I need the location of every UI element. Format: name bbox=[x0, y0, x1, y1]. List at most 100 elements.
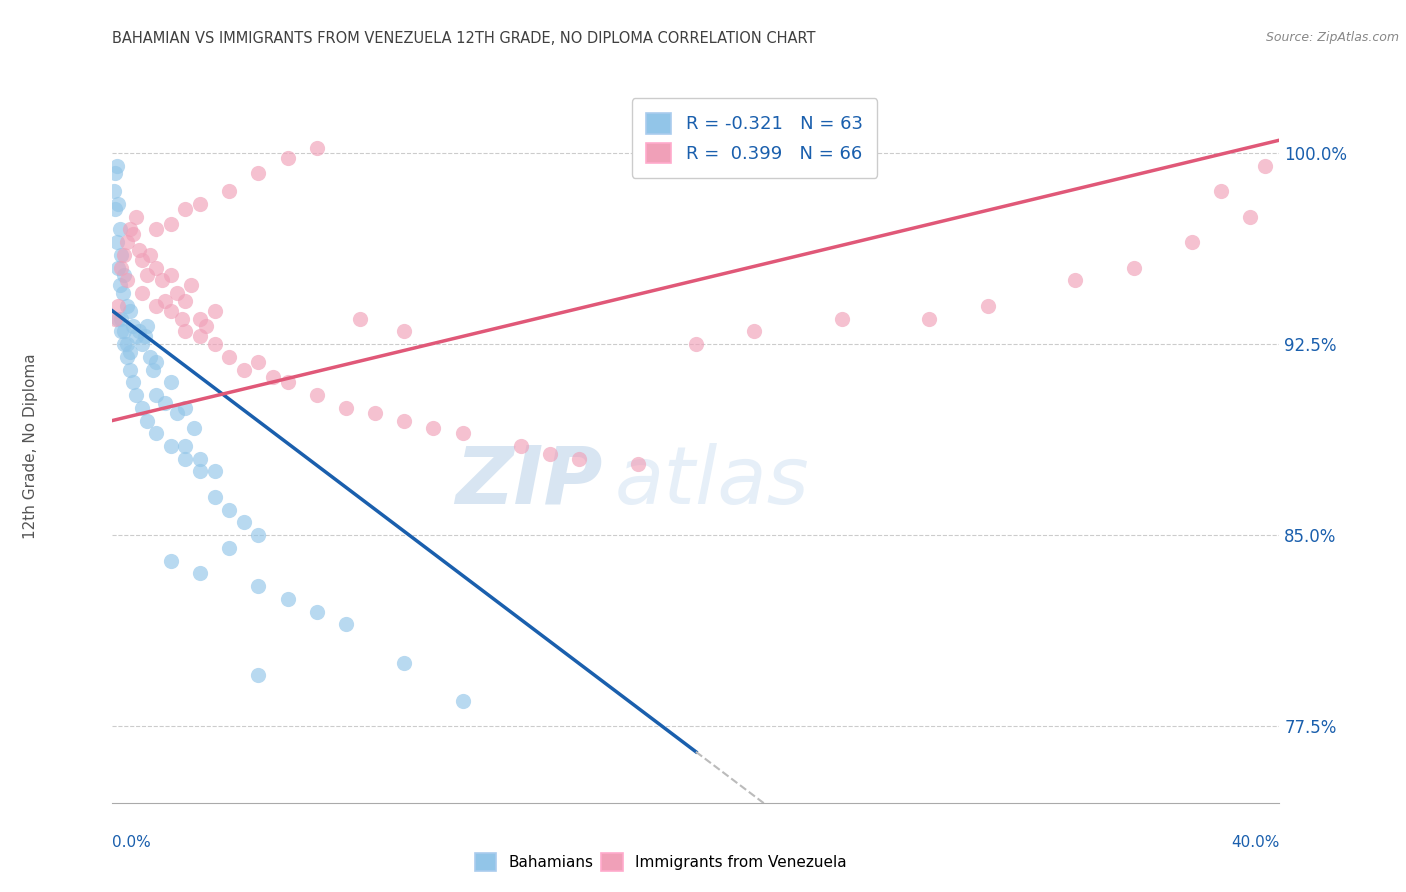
Point bbox=[115, 337, 138, 351]
Point bbox=[568, 451, 591, 466]
Point bbox=[276, 151, 298, 165]
Point bbox=[188, 566, 211, 581]
Point bbox=[110, 324, 132, 338]
Point bbox=[976, 299, 998, 313]
Point bbox=[136, 413, 159, 427]
Point bbox=[626, 457, 648, 471]
Point bbox=[125, 388, 148, 402]
Point bbox=[108, 222, 131, 236]
Point bbox=[108, 278, 131, 293]
Point bbox=[247, 355, 270, 369]
Point bbox=[139, 248, 162, 262]
Point bbox=[1064, 273, 1087, 287]
Point bbox=[392, 413, 416, 427]
Point bbox=[1209, 184, 1232, 198]
Point bbox=[128, 324, 150, 338]
Point bbox=[174, 451, 197, 466]
Point bbox=[422, 421, 444, 435]
Point bbox=[110, 248, 132, 262]
Point bbox=[160, 217, 183, 231]
Point bbox=[451, 694, 474, 708]
Point bbox=[122, 319, 145, 334]
Point bbox=[276, 591, 298, 606]
Point bbox=[174, 293, 197, 308]
Point bbox=[194, 319, 217, 334]
Point bbox=[1239, 210, 1261, 224]
Point bbox=[685, 337, 707, 351]
Text: BAHAMIAN VS IMMIGRANTS FROM VENEZUELA 12TH GRADE, NO DIPLOMA CORRELATION CHART: BAHAMIAN VS IMMIGRANTS FROM VENEZUELA 12… bbox=[112, 31, 815, 46]
Point bbox=[174, 324, 197, 338]
Point bbox=[107, 299, 129, 313]
Point bbox=[174, 401, 197, 415]
Point bbox=[180, 278, 202, 293]
Point bbox=[112, 324, 135, 338]
Point bbox=[305, 141, 328, 155]
Point bbox=[232, 516, 254, 530]
Point bbox=[110, 311, 132, 326]
Point bbox=[153, 395, 176, 409]
Point bbox=[110, 260, 132, 275]
Point bbox=[131, 401, 153, 415]
Point bbox=[107, 260, 129, 275]
Point bbox=[160, 268, 183, 283]
Point bbox=[131, 337, 153, 351]
Point bbox=[115, 299, 138, 313]
Point bbox=[831, 311, 853, 326]
Point bbox=[136, 319, 159, 334]
Point bbox=[392, 656, 416, 670]
Point bbox=[145, 426, 167, 441]
Point bbox=[232, 362, 254, 376]
Point bbox=[145, 222, 167, 236]
Point bbox=[204, 490, 226, 504]
Point bbox=[104, 311, 127, 326]
Point bbox=[918, 311, 941, 326]
Point bbox=[262, 370, 284, 384]
Text: 12th Grade, No Diploma: 12th Grade, No Diploma bbox=[24, 353, 38, 539]
Point bbox=[160, 304, 183, 318]
Point bbox=[451, 426, 474, 441]
Point bbox=[188, 329, 211, 343]
Point bbox=[1181, 235, 1204, 249]
Point bbox=[115, 273, 138, 287]
Point bbox=[104, 202, 127, 216]
Legend: Bahamians, Immigrants from Venezuela: Bahamians, Immigrants from Venezuela bbox=[470, 847, 852, 877]
Point bbox=[150, 273, 173, 287]
Point bbox=[166, 286, 188, 301]
Text: ZIP: ZIP bbox=[456, 442, 603, 521]
Point bbox=[335, 617, 357, 632]
Point bbox=[183, 421, 205, 435]
Point bbox=[218, 184, 240, 198]
Text: 0.0%: 0.0% bbox=[112, 836, 152, 850]
Point bbox=[538, 447, 561, 461]
Point bbox=[305, 605, 328, 619]
Point bbox=[276, 376, 298, 390]
Point bbox=[172, 311, 194, 326]
Point bbox=[392, 324, 416, 338]
Point bbox=[247, 668, 270, 682]
Point bbox=[104, 166, 127, 180]
Point bbox=[122, 376, 145, 390]
Point bbox=[103, 184, 125, 198]
Point bbox=[204, 304, 226, 318]
Point bbox=[131, 286, 153, 301]
Point bbox=[153, 293, 176, 308]
Point bbox=[125, 210, 148, 224]
Point bbox=[125, 329, 148, 343]
Point bbox=[107, 311, 129, 326]
Point bbox=[188, 197, 211, 211]
Point bbox=[349, 311, 371, 326]
Point bbox=[112, 268, 135, 283]
Point bbox=[160, 376, 183, 390]
Point bbox=[145, 299, 167, 313]
Text: 40.0%: 40.0% bbox=[1232, 836, 1279, 850]
Point bbox=[105, 159, 128, 173]
Point bbox=[247, 166, 270, 180]
Point bbox=[174, 439, 197, 453]
Point bbox=[204, 337, 226, 351]
Point bbox=[131, 252, 153, 267]
Point bbox=[174, 202, 197, 216]
Point bbox=[509, 439, 531, 453]
Point bbox=[742, 324, 765, 338]
Point bbox=[188, 465, 211, 479]
Point bbox=[145, 388, 167, 402]
